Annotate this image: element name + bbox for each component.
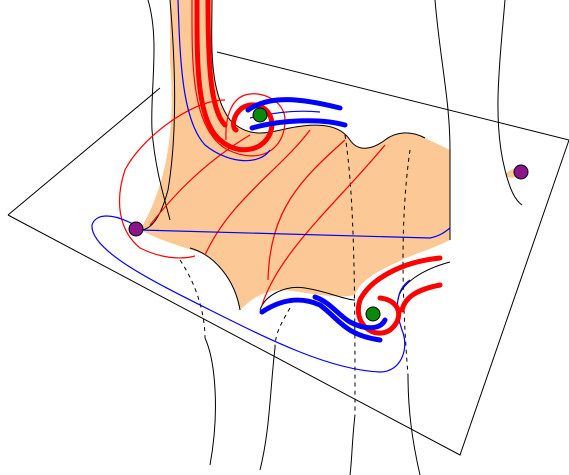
red-curve <box>191 0 286 157</box>
blue-curve <box>91 215 451 373</box>
sheet-edge <box>189 247 356 311</box>
sheet-edge <box>147 0 171 221</box>
thick-red-curve <box>194 0 275 153</box>
sheet-edge <box>434 0 451 240</box>
thick-red-curve <box>355 255 443 336</box>
plane <box>7 51 569 456</box>
purple-point <box>128 221 144 237</box>
green-point <box>365 306 381 322</box>
thick-blue-curve <box>245 97 348 131</box>
sheet-edge <box>204 337 421 475</box>
red-curve <box>204 129 386 306</box>
hidden-edge <box>179 134 411 416</box>
green-point <box>252 107 268 123</box>
thick-blue-curve <box>259 294 388 343</box>
blue-curve <box>177 0 271 162</box>
sheet-edge <box>139 0 176 231</box>
red-curve <box>119 99 251 259</box>
sheet-edge <box>211 0 426 149</box>
thick-red-curve <box>205 0 228 128</box>
purple-point <box>513 164 529 180</box>
sheet-edge <box>497 0 523 206</box>
